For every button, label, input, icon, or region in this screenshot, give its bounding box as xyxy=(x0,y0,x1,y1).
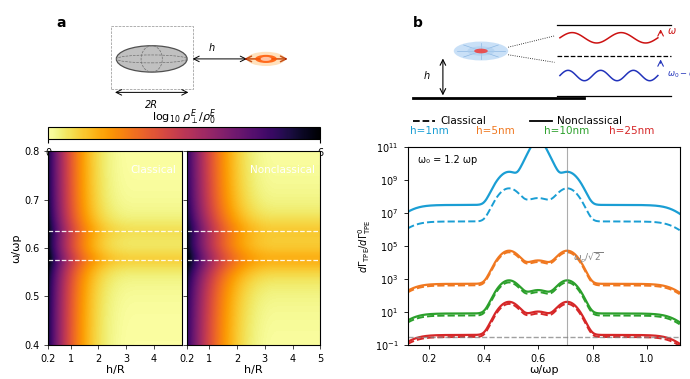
Text: $\omega_p/\sqrt{2}$: $\omega_p/\sqrt{2}$ xyxy=(573,250,603,265)
Text: Classical: Classical xyxy=(440,116,486,125)
Text: b: b xyxy=(413,16,423,30)
X-axis label: h/R: h/R xyxy=(244,365,263,375)
Text: a: a xyxy=(57,16,66,30)
Text: ω₀ = 1.2 ωp: ω₀ = 1.2 ωp xyxy=(418,155,477,165)
Text: h=10nm: h=10nm xyxy=(544,127,589,136)
Circle shape xyxy=(454,42,509,60)
Circle shape xyxy=(255,55,277,63)
Text: Classical: Classical xyxy=(130,165,177,175)
Circle shape xyxy=(117,46,187,72)
Text: $\omega$: $\omega$ xyxy=(667,26,677,36)
X-axis label: ω/ωp: ω/ωp xyxy=(529,365,558,375)
Title: $\log_{10}\,\rho_\perp^E/\rho_0^E$: $\log_{10}\,\rho_\perp^E/\rho_0^E$ xyxy=(152,107,217,127)
Circle shape xyxy=(474,49,488,53)
X-axis label: h/R: h/R xyxy=(106,365,124,375)
Text: h=5nm: h=5nm xyxy=(475,127,514,136)
Circle shape xyxy=(261,57,271,61)
Circle shape xyxy=(467,46,495,56)
Circle shape xyxy=(247,52,285,66)
Text: 2R: 2R xyxy=(145,100,158,111)
Text: h: h xyxy=(208,43,215,53)
Text: h=25nm: h=25nm xyxy=(609,127,654,136)
Text: Nonclassical: Nonclassical xyxy=(558,116,622,125)
Text: $\omega_0-\omega$: $\omega_0-\omega$ xyxy=(667,69,690,80)
Text: h=1nm: h=1nm xyxy=(411,127,449,136)
Y-axis label: ω/ωp: ω/ωp xyxy=(11,233,21,263)
Y-axis label: $d\Gamma_\mathrm{TPE}/d\Gamma_\mathrm{TPE}^0$: $d\Gamma_\mathrm{TPE}/d\Gamma_\mathrm{TP… xyxy=(357,219,373,273)
Text: Nonclassical: Nonclassical xyxy=(250,165,315,175)
Text: h: h xyxy=(424,72,430,81)
